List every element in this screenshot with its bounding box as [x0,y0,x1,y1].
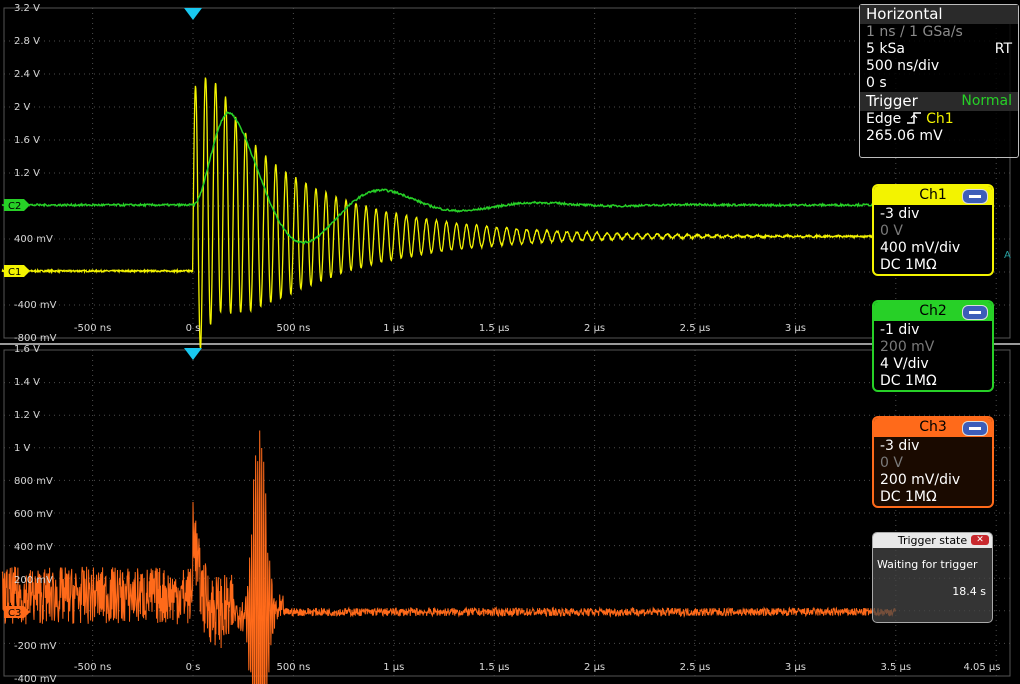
ch1-settings-box[interactable]: Ch1 -3 div 0 V 400 mV/div DC 1MΩ [872,184,994,276]
trigger-state-title: Trigger state [898,534,967,547]
top-x-tick-label: 2.5 µs [680,323,711,334]
top-x-tick-label: 2 µs [584,323,605,334]
ch3-scale: 200 mV/div [880,472,986,489]
top-x-tick-label: 1 µs [383,323,404,334]
ch1-title: Ch1 [919,187,947,203]
trigger-state-dialog[interactable]: Trigger state ✕ Waiting for trigger 18.4… [872,532,993,623]
ch2-offset: 200 mV [880,339,986,356]
ch1-minimize-button[interactable] [962,189,988,204]
ch2-settings-box[interactable]: Ch2 -1 div 200 mV 4 V/div DC 1MΩ [872,300,994,392]
trigger-state-elapsed: 18.4 s [873,571,992,598]
ch3-settings-box[interactable]: Ch3 -3 div 0 V 200 mV/div DC 1MΩ [872,416,994,508]
bottom-x-tick-label: -500 ns [74,662,111,673]
ch2-minimize-button[interactable] [962,305,988,320]
top-y-tick-label: 2.4 V [14,69,40,80]
top-y-tick-label: 1.6 V [14,135,40,146]
record-length-value: 5 kSa [866,41,905,57]
bottom-x-tick-label: 3.5 µs [880,662,911,673]
bottom-x-tick-label: 0 s [186,662,201,673]
bottom-x-tick-label: 500 ns [276,662,310,673]
ch3-title-bar[interactable]: Ch3 [874,418,992,437]
top-y-tick-label: -800 mV [14,333,57,344]
top-y-tick-label: -400 mV [14,300,57,311]
ch1-scale: 400 mV/div [880,240,986,257]
bottom-x-tick-label: 2.5 µs [680,662,711,673]
rising-edge-icon [906,111,922,125]
trigger-title: Trigger [866,92,918,110]
trigger-state-message: Waiting for trigger [873,548,992,571]
top-y-tick-label: 400 mV [14,234,53,245]
top-x-tick-label: -500 ns [74,323,111,334]
bottom-y-tick-label: 800 mV [14,476,53,487]
trigger-type: Edge [866,111,901,127]
ch3-minimize-button[interactable] [962,421,988,436]
bottom-y-tick-label: 1 V [14,443,31,454]
bottom-y-tick-label: 600 mV [14,509,53,520]
top-x-tick-label: 3 µs [785,323,806,334]
top-x-tick-label: 0 s [186,323,201,334]
trigger-mode: Normal [961,93,1012,110]
bottom-y-tick-label: 1.4 V [14,377,40,388]
bottom-x-tick-label: 4.05 µs [963,662,1000,673]
ch3-offset-marker-label: C3 [8,608,21,619]
ch2-scale: 4 V/div [880,356,986,373]
acquisition-mode: RT [995,41,1012,58]
trigger-header: Trigger Normal [860,92,1018,111]
ch1-title-bar[interactable]: Ch1 [874,186,992,205]
trigger-level: 265.06 mV [860,128,1018,145]
top-y-tick-label: 3.2 V [14,3,40,14]
trigger-state-title-bar[interactable]: Trigger state ✕ [873,533,992,548]
trigger-type-row: Edge Ch1 [860,111,1018,128]
ch1-coupling: DC 1MΩ [880,257,986,274]
ch3-coupling: DC 1MΩ [880,489,986,506]
ch2-coupling: DC 1MΩ [880,373,986,390]
bottom-x-tick-label: 1.5 µs [479,662,510,673]
time-scale-value: 500 ns/div [860,58,1018,75]
ch3-offset-div: -3 div [880,438,986,455]
bottom-y-tick-label: 200 mV [14,575,53,586]
record-length-row: 5 kSa RT [860,41,1018,58]
trigger-level-marker: A [1004,250,1011,261]
ch3-offset: 0 V [880,455,986,472]
ch2-title-bar[interactable]: Ch2 [874,302,992,321]
ch3-title: Ch3 [919,419,947,435]
bottom-x-tick-label: 3 µs [785,662,806,673]
ch2-offset-div: -1 div [880,322,986,339]
bottom-x-tick-label: 1 µs [383,662,404,673]
ch2-title: Ch2 [919,303,947,319]
top-y-tick-label: 2.8 V [14,36,40,47]
ch1-offset: 0 V [880,223,986,240]
ch1-offset-marker-label: C1 [8,267,21,278]
resolution-value: 1 ns / 1 GSa/s [860,24,1018,41]
top-y-tick-label: 2 V [14,102,31,113]
top-x-tick-label: 1.5 µs [479,323,510,334]
trigger-source: Ch1 [926,111,954,127]
top-y-tick-label: 1.2 V [14,168,40,179]
bottom-y-tick-label: 1.2 V [14,410,40,421]
ch1-offset-div: -3 div [880,206,986,223]
bottom-y-tick-label: -400 mV [14,674,57,684]
horizontal-settings-panel[interactable]: Horizontal 1 ns / 1 GSa/s 5 kSa RT 500 n… [859,4,1019,158]
top-x-tick-label: 500 ns [276,323,310,334]
bottom-x-tick-label: 2 µs [584,662,605,673]
horizontal-position-value: 0 s [860,75,1018,92]
bottom-y-tick-label: -200 mV [14,641,57,652]
bottom-y-tick-label: 400 mV [14,542,53,553]
ch2-offset-marker-label: C2 [8,201,21,212]
horizontal-title: Horizontal [860,5,1018,24]
bottom-y-tick-label: 1.6 V [14,344,40,355]
close-icon[interactable]: ✕ [971,535,989,545]
